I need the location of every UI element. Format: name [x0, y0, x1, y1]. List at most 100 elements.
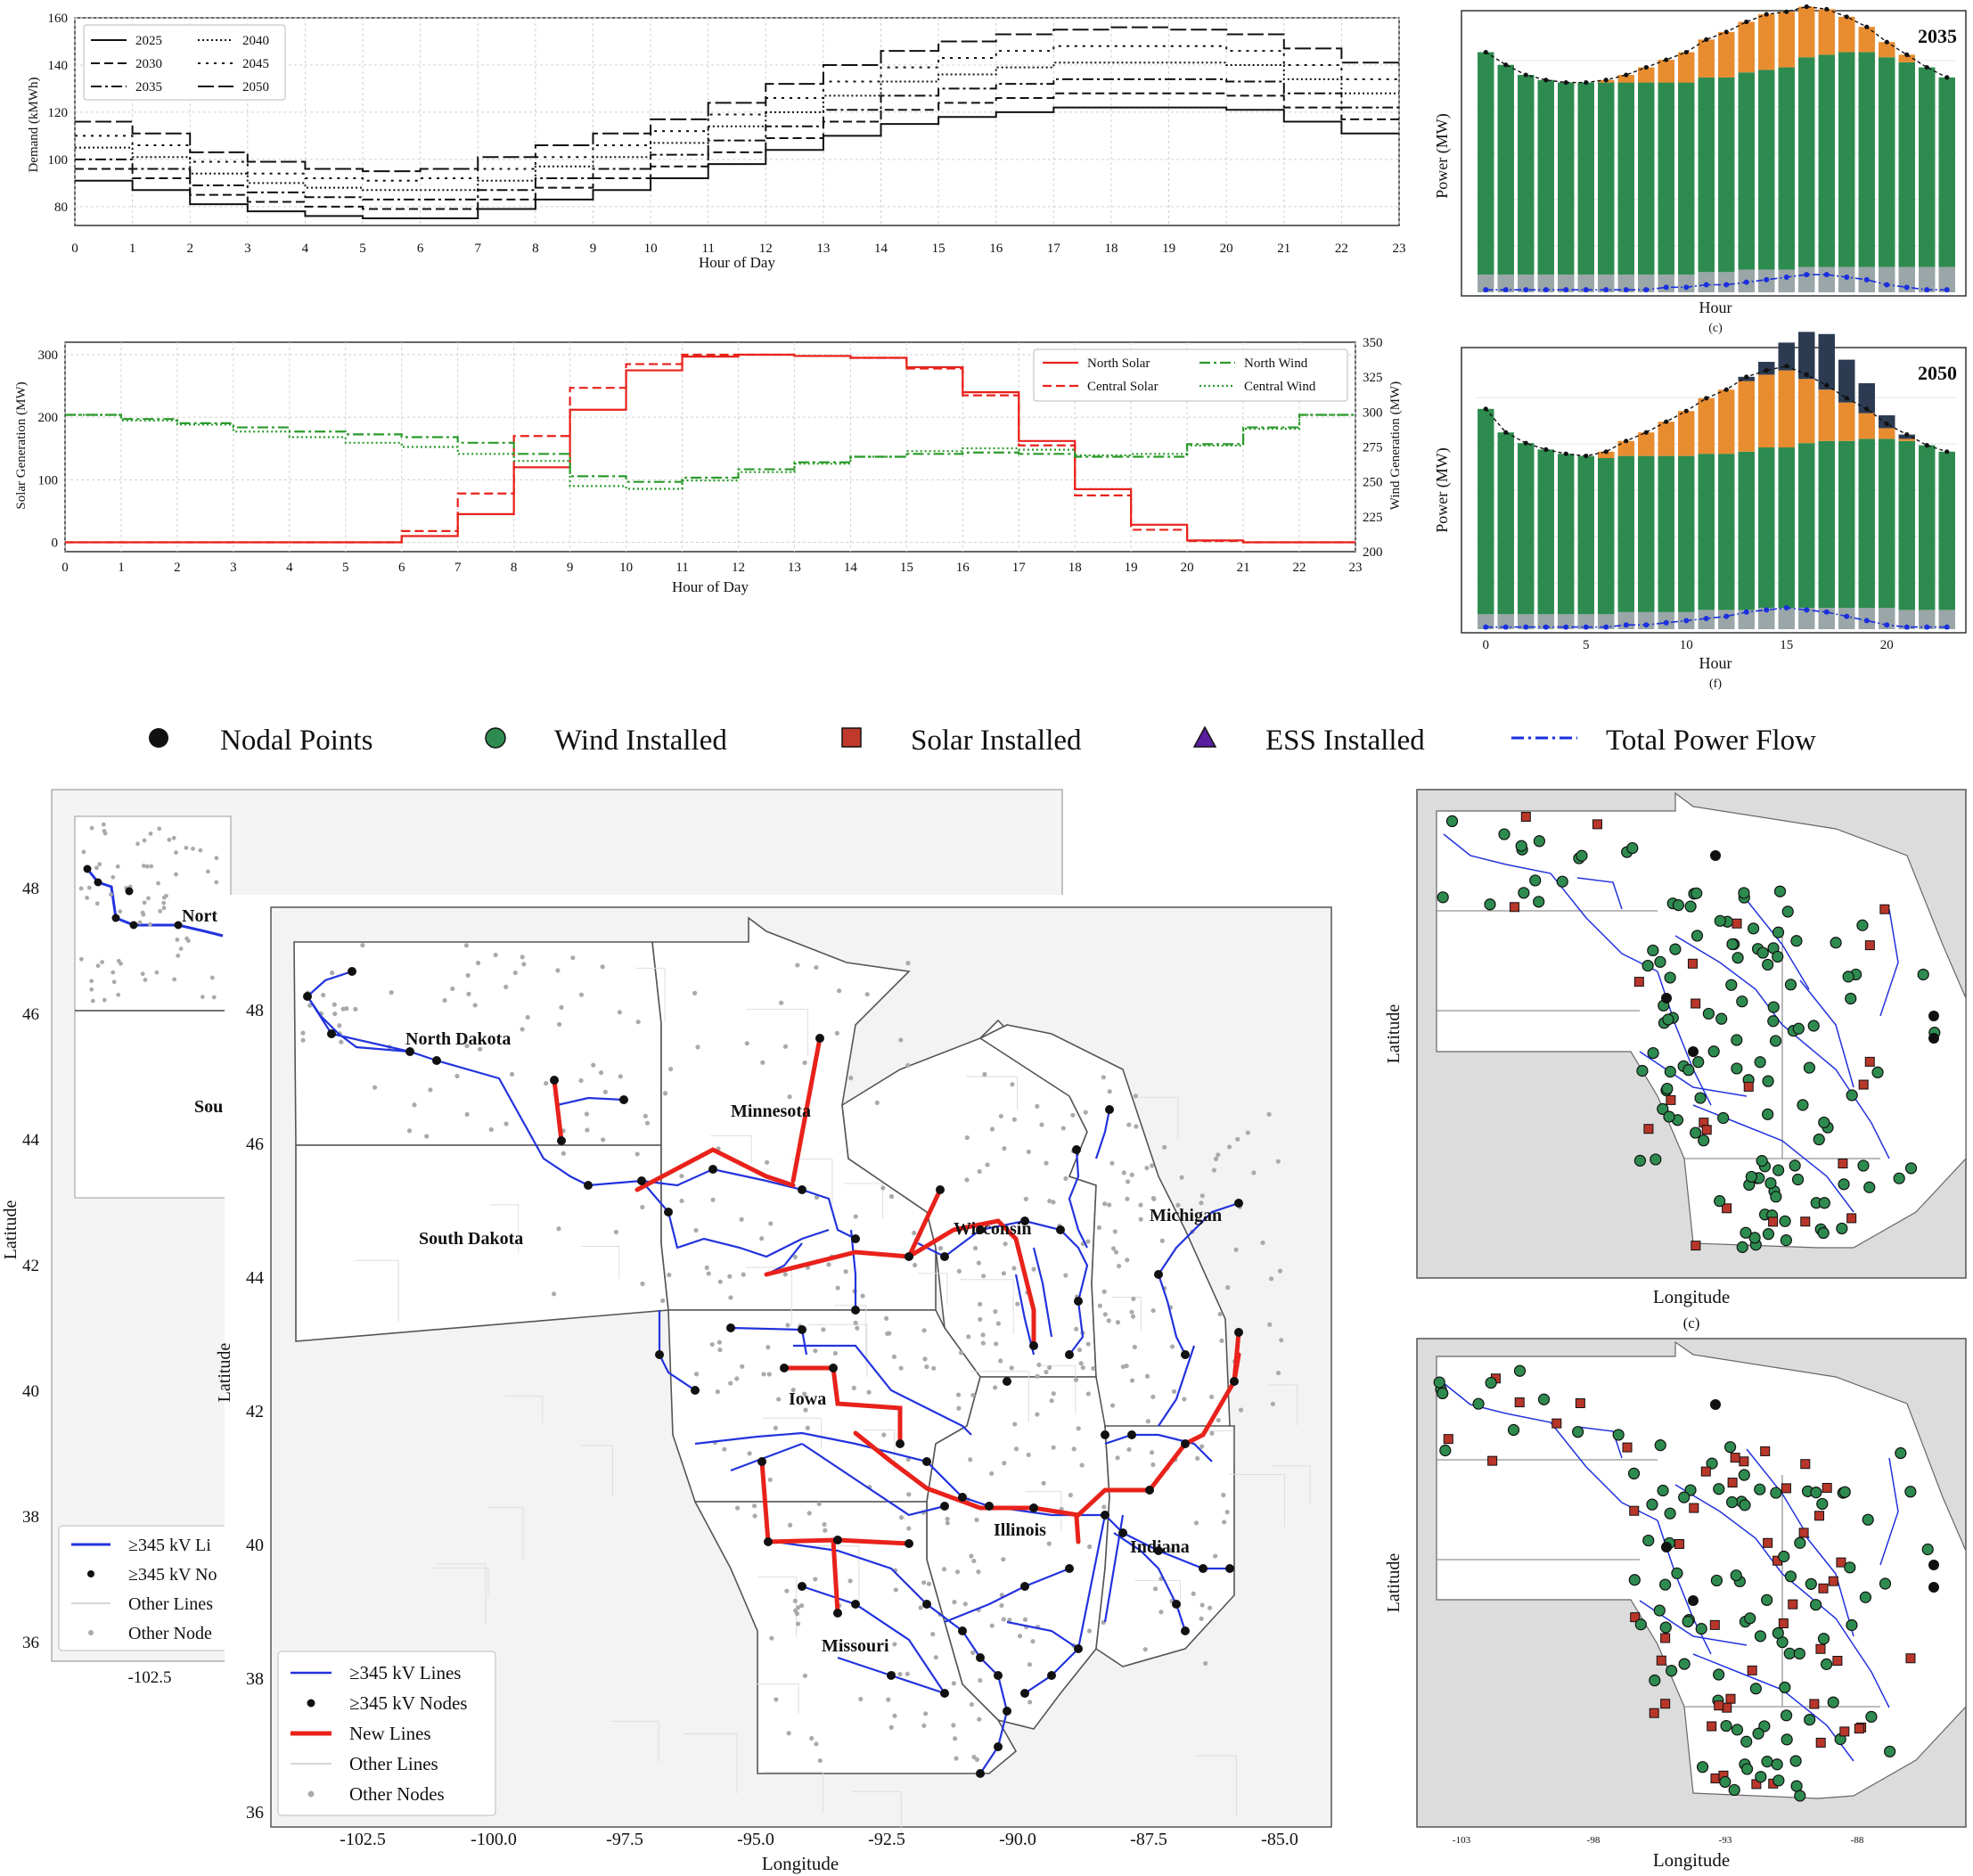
- other-node: [814, 1194, 820, 1200]
- 345kv-node: [1029, 1503, 1038, 1512]
- 345kv-node: [584, 1181, 593, 1190]
- nodal-point-marker: [1710, 1399, 1721, 1410]
- other-node: [792, 1598, 798, 1603]
- county-line: [1269, 1384, 1298, 1426]
- wind-installed-marker: [1678, 1658, 1691, 1670]
- bar-green-segment: [1738, 451, 1755, 610]
- other-node: [300, 1037, 306, 1043]
- solar-installed-marker: [1687, 958, 1698, 969]
- other-node: [1076, 1426, 1081, 1431]
- transmission-line: [1639, 1051, 1748, 1097]
- power-flow-point: [1863, 276, 1870, 283]
- other-node: [1091, 1365, 1096, 1372]
- solar-installed-marker: [1822, 1482, 1832, 1493]
- wind-installed-marker: [1507, 1423, 1520, 1437]
- gen-xlabel: Hour of Day: [672, 578, 749, 595]
- other-node: [1150, 1195, 1157, 1201]
- other-node: [761, 1372, 766, 1377]
- other-node: [1101, 1504, 1107, 1510]
- other-node: [1138, 1202, 1143, 1208]
- label-illinois: Illinois: [994, 1520, 1046, 1540]
- wind-installed-marker: [1694, 1092, 1707, 1104]
- map-back-ylabel: Latitude: [1, 1200, 20, 1260]
- d50-bars: [1478, 332, 1955, 630]
- other-node: [1131, 1296, 1136, 1301]
- y-tick-label: 46: [22, 1005, 39, 1024]
- 345kv-node: [1181, 1350, 1190, 1359]
- wind-installed-marker: [1669, 943, 1682, 955]
- other-node: [971, 1754, 977, 1760]
- other-node: [998, 1358, 1003, 1364]
- wind-installed-marker: [1696, 1761, 1709, 1774]
- wind-installed-marker: [1650, 1153, 1662, 1166]
- bar-green-segment: [1858, 438, 1875, 608]
- other-node: [1134, 1124, 1139, 1129]
- 345kv-node: [976, 1225, 985, 1234]
- power-flow-point: [1884, 622, 1890, 628]
- bar-orange-segment: [1738, 381, 1755, 452]
- other-node: [1162, 1144, 1167, 1150]
- other-node: [174, 872, 178, 877]
- other-node: [1036, 1362, 1042, 1368]
- county-line: [1139, 1096, 1179, 1139]
- other-node: [905, 1671, 910, 1676]
- bar-grey-segment: [1879, 266, 1895, 292]
- other-node: [1035, 1373, 1040, 1379]
- other-node: [184, 845, 189, 850]
- bar-orange-segment: [1858, 27, 1875, 53]
- wind-installed-marker: [1485, 1376, 1497, 1389]
- map-front-legend-box: [277, 1651, 496, 1816]
- y-right-tick-label: 225: [1363, 511, 1383, 525]
- 345kv-node: [798, 1582, 806, 1591]
- x-tick-label: -100.0: [471, 1830, 517, 1849]
- series-2035: [75, 78, 1399, 201]
- other-node: [1182, 1397, 1187, 1402]
- wind-installed-marker: [1664, 971, 1676, 984]
- new-line: [764, 1249, 912, 1277]
- wind-installed-marker: [1738, 887, 1750, 899]
- 345kv-node: [1181, 1626, 1190, 1635]
- wind-installed-marker: [1691, 887, 1703, 899]
- other-node: [717, 1348, 723, 1353]
- other-node: [1097, 1303, 1103, 1308]
- 345kv-node: [851, 1306, 860, 1315]
- other-node: [1027, 1662, 1033, 1667]
- bar-grey-segment: [1577, 274, 1594, 292]
- demand-point: [1503, 62, 1509, 68]
- other-node: [734, 1505, 741, 1511]
- demand-series: [75, 26, 1399, 220]
- power-flow-line: [1486, 274, 1947, 291]
- other-node: [704, 1265, 709, 1271]
- other-node: [1175, 1202, 1181, 1208]
- other-node: [835, 1285, 840, 1290]
- bar-green-segment: [1577, 455, 1594, 615]
- wind-installed-marker: [1692, 1056, 1705, 1069]
- dispatch-2050-chart: 0 5 10 15 20 2050 Power (MW) Hour (f): [1433, 332, 1967, 691]
- legend-label: Central Solar: [1087, 380, 1158, 394]
- transmission-line: [1879, 908, 1899, 1017]
- gen-y-ticks-left: 0 100 200 300: [38, 348, 59, 550]
- 345kv-node: [887, 1671, 896, 1680]
- 345kv-node: [1127, 1430, 1136, 1439]
- nodal-point-marker: [1928, 1033, 1939, 1044]
- demand-point: [1664, 57, 1669, 62]
- bar-green-segment: [1718, 454, 1735, 610]
- other-node: [972, 1245, 978, 1251]
- other-node: [955, 1392, 962, 1397]
- wind-installed-marker: [1781, 905, 1794, 918]
- other-node: [695, 1044, 700, 1050]
- bar-grey-segment: [1718, 610, 1735, 629]
- wind-installed-marker: [1661, 1082, 1674, 1095]
- bar-green-segment: [1698, 77, 1715, 273]
- x-tick-label: 16: [956, 561, 970, 575]
- label-north-dakota: North Dakota: [405, 1029, 511, 1049]
- power-flow-point: [1823, 609, 1830, 615]
- transmission-line: [1443, 1382, 1658, 1521]
- wind-installed-marker: [1813, 1133, 1825, 1146]
- other-node: [722, 1446, 727, 1452]
- y-right-tick-label: 250: [1363, 476, 1383, 490]
- wind-installed-marker: [1771, 1758, 1783, 1771]
- other-node: [727, 1274, 733, 1279]
- bar-orange-segment: [1658, 422, 1674, 456]
- other-node: [765, 1159, 770, 1165]
